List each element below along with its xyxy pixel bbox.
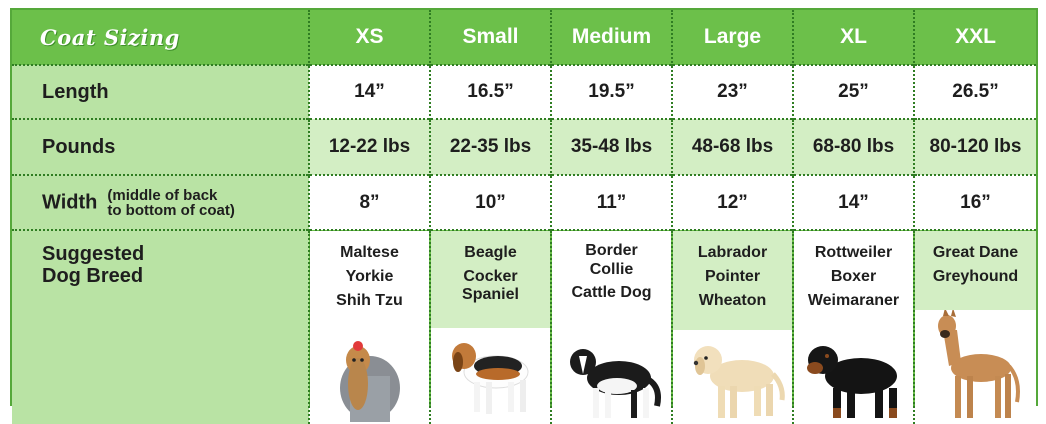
breed-cell-small: Beagle Cocker Spaniel (429, 229, 551, 424)
width-xs: 8” (308, 174, 430, 230)
width-medium: 11” (550, 174, 672, 230)
breed-name: Great Dane (932, 244, 1019, 261)
breed-names-medium: Border Collie Cattle Dog (552, 231, 671, 308)
width-small: 10” (429, 174, 551, 230)
breed-cell-medium: Border Collie Cattle Dog (550, 229, 672, 424)
width-note-line2: to bottom of coat) (107, 201, 235, 219)
length-xl: 25” (792, 64, 914, 119)
width-xl: 14” (792, 174, 914, 230)
length-row: Length 14” 16.5” 19.5” 23” 25” 26.5” (12, 64, 1036, 119)
beagle-photo (431, 328, 550, 424)
pounds-label: Pounds (12, 118, 309, 175)
great-dane-photo (915, 310, 1036, 424)
length-xxl: 26.5” (913, 64, 1036, 119)
breed-row: Suggested Dog Breed Maltese Yorkie Shih … (12, 229, 1036, 424)
pounds-small: 22-35 lbs (429, 118, 551, 175)
length-xs: 14” (308, 64, 430, 119)
size-header-xl: XL (792, 10, 914, 65)
breed-names-xs: Maltese Yorkie Shih Tzu (310, 231, 429, 319)
pounds-xl: 68-80 lbs (792, 118, 914, 175)
breed-name: Border (585, 242, 638, 259)
sizing-table: Coat Sizing XS Small Medium Large XL XXL… (12, 10, 1036, 424)
breed-names-xl: Rottweiler Boxer Weimaraner (794, 231, 913, 319)
breed-label-line1: Suggested (42, 243, 145, 265)
breed-name: Greyhound (932, 268, 1019, 285)
breed-name: Labrador (697, 244, 768, 261)
size-header-large: Large (671, 10, 793, 65)
breed-cell-xxl: Great Dane Greyhound (913, 229, 1036, 424)
pounds-medium: 35-48 lbs (550, 118, 672, 175)
breed-names-xxl: Great Dane Greyhound (915, 231, 1036, 295)
breed-name: Cattle Dog (571, 284, 652, 301)
width-large: 12” (671, 174, 793, 230)
breed-name: Pointer (704, 268, 761, 285)
breed-name: Collie (589, 261, 634, 278)
pounds-xxl: 80-120 lbs (913, 118, 1036, 175)
breed-name: Maltese (340, 244, 399, 261)
breed-name: Boxer (830, 268, 877, 285)
breed-names-large: Labrador Pointer Wheaton (673, 231, 792, 319)
yorkie-photo (310, 336, 429, 424)
pounds-row: Pounds 12-22 lbs 22-35 lbs 35-48 lbs 48-… (12, 118, 1036, 175)
breed-names-small: Beagle Cocker Spaniel (431, 231, 550, 313)
width-row: Width (middle of back to bottom of coat) 8… (12, 174, 1036, 230)
pounds-xs: 12-22 lbs (308, 118, 430, 175)
length-medium: 19.5” (550, 64, 672, 119)
header-row: Coat Sizing XS Small Medium Large XL XXL (12, 10, 1036, 65)
rottweiler-photo (794, 334, 913, 424)
breed-name: Rottweiler (814, 244, 893, 261)
coat-sizing-chart: Coat Sizing XS Small Medium Large XL XXL… (10, 8, 1038, 424)
size-header-small: Small (429, 10, 551, 65)
breed-cell-xl: Rottweiler Boxer Weimaraner (792, 229, 914, 424)
length-label: Length (12, 64, 309, 119)
size-header-medium: Medium (550, 10, 672, 65)
size-header-xs: XS (308, 10, 430, 65)
breed-cell-xs: Maltese Yorkie Shih Tzu (308, 229, 430, 424)
width-label: Width (42, 190, 98, 213)
width-xxl: 16” (913, 174, 1036, 230)
border-collie-photo (552, 336, 671, 424)
breed-name: Spaniel (462, 286, 519, 303)
breed-name: Weimaraner (807, 292, 900, 309)
breed-label-line2: Dog Breed (42, 265, 144, 287)
labrador-photo (673, 330, 792, 424)
breed-name: Yorkie (345, 268, 394, 285)
breed-label: Suggested Dog Breed (12, 229, 309, 424)
length-large: 23” (671, 64, 793, 119)
breed-name: Beagle (464, 244, 517, 261)
breed-name: Shih Tzu (336, 292, 403, 309)
breed-name: Wheaton (698, 292, 767, 309)
width-note: (middle of back to bottom of coat) (107, 188, 234, 218)
pounds-large: 48-68 lbs (671, 118, 793, 175)
breed-cell-large: Labrador Pointer Wheaton (671, 229, 793, 424)
breed-name: Cocker (463, 268, 518, 285)
size-header-xxl: XXL (913, 10, 1036, 65)
length-small: 16.5” (429, 64, 551, 119)
width-note-line1: (middle of back (107, 186, 218, 204)
chart-title: Coat Sizing (12, 10, 309, 65)
width-label-cell: Width (middle of back to bottom of coat) (12, 174, 309, 230)
